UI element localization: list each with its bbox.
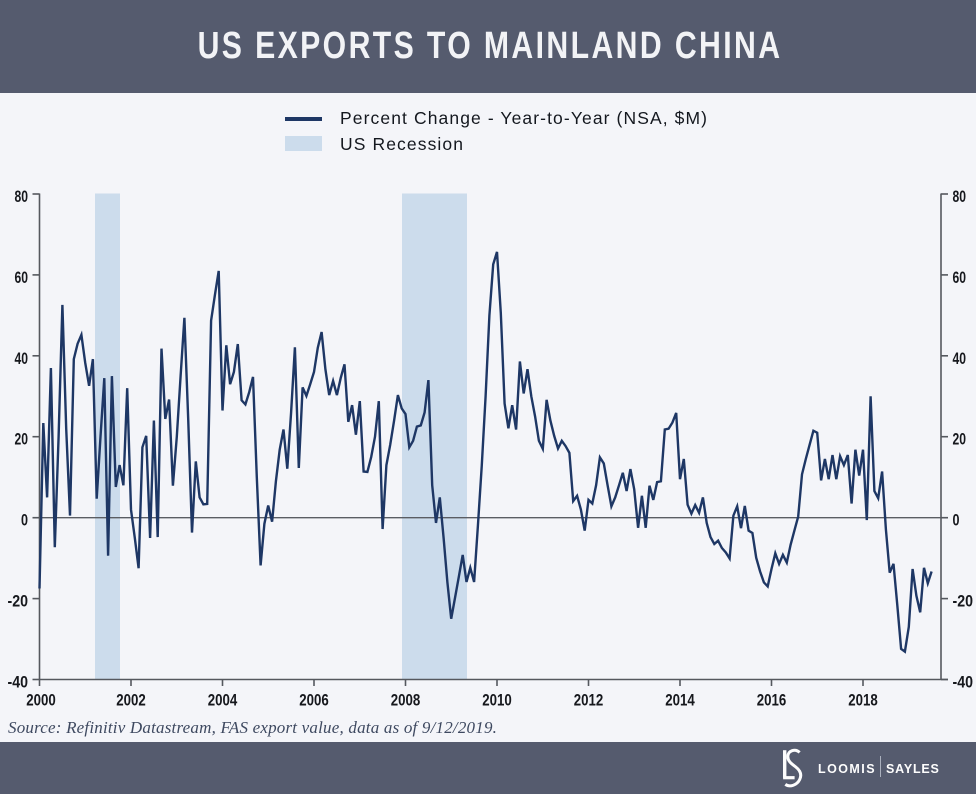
svg-text:80: 80 bbox=[953, 188, 967, 206]
svg-text:60: 60 bbox=[15, 269, 29, 287]
svg-text:80: 80 bbox=[15, 188, 29, 206]
svg-text:2006: 2006 bbox=[299, 692, 329, 710]
svg-text:2014: 2014 bbox=[665, 692, 695, 710]
svg-text:20: 20 bbox=[953, 431, 967, 449]
svg-text:-40: -40 bbox=[953, 674, 974, 692]
svg-text:40: 40 bbox=[15, 350, 29, 368]
svg-text:2018: 2018 bbox=[848, 692, 878, 710]
svg-text:0: 0 bbox=[953, 512, 960, 530]
svg-text:0: 0 bbox=[21, 512, 28, 530]
svg-text:20: 20 bbox=[15, 431, 29, 449]
svg-text:60: 60 bbox=[953, 269, 967, 287]
svg-text:2004: 2004 bbox=[208, 692, 238, 710]
svg-text:2008: 2008 bbox=[391, 692, 421, 710]
svg-text:2000: 2000 bbox=[26, 692, 56, 710]
svg-text:-40: -40 bbox=[8, 674, 29, 692]
svg-text:2016: 2016 bbox=[757, 692, 787, 710]
svg-text:2010: 2010 bbox=[482, 692, 512, 710]
svg-text:40: 40 bbox=[953, 350, 967, 368]
svg-text:2002: 2002 bbox=[116, 692, 146, 710]
svg-text:-20: -20 bbox=[8, 593, 29, 611]
svg-text:2012: 2012 bbox=[574, 692, 604, 710]
svg-text:-20: -20 bbox=[953, 593, 974, 611]
